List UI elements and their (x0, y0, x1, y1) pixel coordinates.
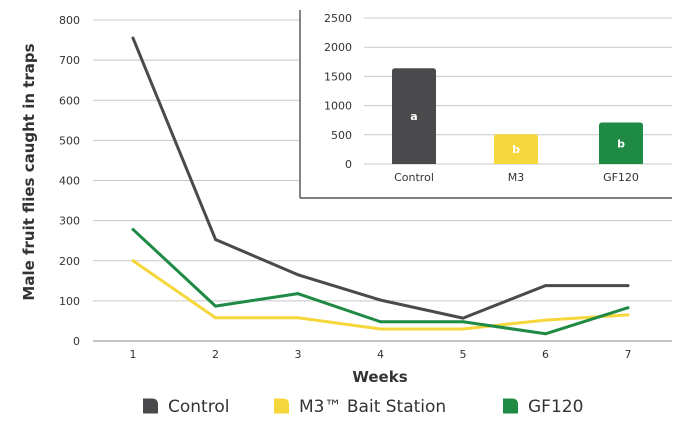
data-point (379, 298, 382, 302)
inset-chart: 0 500 1000 1500 2000 2500 a b b Control M3 GF120 (299, 10, 672, 199)
data-point (131, 227, 135, 231)
data-point (131, 259, 135, 263)
data-point (461, 316, 465, 320)
legend-swatch (143, 398, 158, 414)
y-axis-title: Male fruit flies caught in traps (20, 43, 38, 300)
inset-y-tick-label: 500 (331, 129, 352, 142)
main-x-ticks: 1 2 3 4 5 6 7 (130, 348, 632, 361)
inset-y-tick-label: 2500 (324, 12, 352, 25)
legend-label: Control (168, 397, 229, 417)
main-y-tick-label: 700 (59, 54, 80, 67)
inset-bar-letter: b (512, 143, 520, 156)
data-point (379, 327, 382, 331)
main-series-lines (131, 36, 630, 336)
main-y-tick-label: 100 (59, 295, 80, 308)
inset-y-ticks: 0 500 1000 1500 2000 2500 (324, 12, 352, 171)
main-y-tick-label: 400 (59, 175, 80, 188)
inset-y-tick-label: 1500 (324, 70, 352, 83)
legend-label: M3™ Bait Station (299, 397, 446, 417)
inset-y-tick-label: 0 (345, 158, 352, 171)
main-y-tick-label: 500 (59, 134, 80, 147)
data-point (296, 292, 300, 296)
data-point (461, 320, 465, 324)
data-point (214, 304, 217, 308)
main-x-tick-label: 6 (542, 348, 549, 361)
main-x-tick-label: 1 (130, 348, 137, 361)
main-x-tick-label: 2 (212, 348, 219, 361)
x-axis-title: Weeks (352, 368, 407, 386)
data-point (626, 313, 630, 317)
main-y-tick-label: 300 (59, 215, 80, 228)
inset-bar-m3 (494, 134, 538, 164)
inset-category-label: M3 (508, 171, 525, 184)
data-point (296, 273, 300, 277)
series-line-m3-bait-station (132, 259, 629, 331)
inset-x-ticks: Control M3 GF120 (394, 171, 639, 184)
main-y-tick-label: 600 (59, 94, 80, 107)
main-x-tick-label: 7 (625, 348, 632, 361)
inset-bar-control (392, 68, 436, 164)
data-point (131, 36, 135, 40)
inset-y-tick-label: 1000 (324, 100, 352, 113)
main-y-tick-label: 0 (73, 335, 80, 348)
data-point (544, 284, 547, 288)
data-point (626, 306, 630, 310)
data-point (626, 284, 630, 288)
data-point (296, 316, 300, 320)
inset-category-label: GF120 (603, 171, 639, 184)
legend: Control M3™ Bait Station GF120 (143, 397, 583, 417)
inset-y-tick-label: 2000 (324, 41, 352, 54)
data-point (214, 316, 217, 320)
data-point (461, 327, 465, 331)
inset-background (300, 10, 672, 198)
legend-label: GF120 (528, 397, 583, 417)
data-point (544, 318, 547, 322)
main-x-tick-label: 3 (295, 348, 302, 361)
data-point (214, 237, 217, 241)
data-point (544, 332, 547, 336)
inset-bars: a b b (392, 68, 643, 164)
legend-swatch (274, 398, 289, 414)
main-y-tick-label: 800 (59, 14, 80, 27)
main-x-tick-label: 5 (460, 348, 467, 361)
legend-swatch (503, 398, 518, 414)
main-x-tick-label: 4 (377, 348, 384, 361)
main-y-tick-label: 200 (59, 255, 80, 268)
inset-bar-letter: a (410, 110, 417, 123)
inset-bar-letter: b (617, 137, 625, 150)
inset-category-label: Control (394, 171, 434, 184)
main-y-ticks: 0 100 200 300 400 500 600 700 800 (59, 14, 80, 348)
inset-bar-gf120 (599, 122, 643, 164)
data-point (379, 320, 382, 324)
